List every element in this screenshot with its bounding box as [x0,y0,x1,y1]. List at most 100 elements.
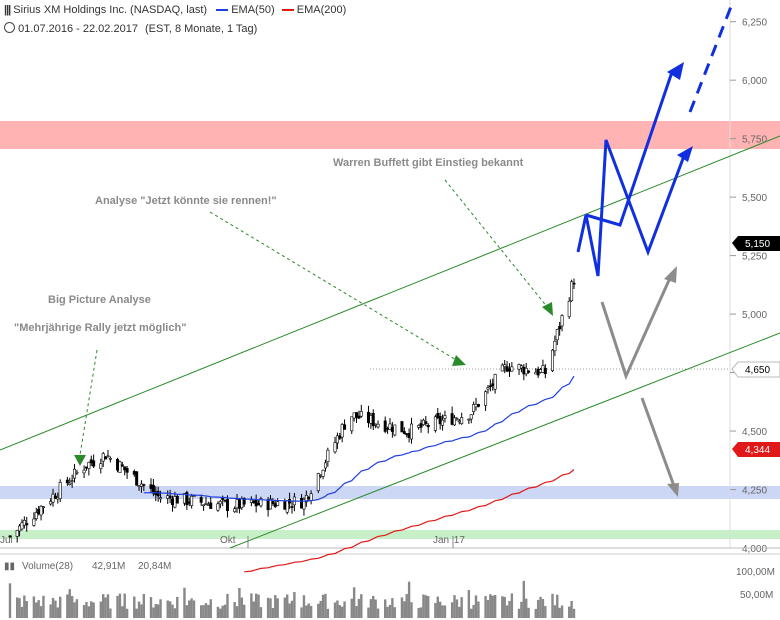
projection-path-2 [585,71,674,227]
volume-bar [369,599,373,618]
volume-bar [135,608,138,618]
volume-bar [37,600,40,618]
candle-body [216,503,220,511]
volume-bar [374,599,377,618]
candle-body [527,370,531,373]
volume-bar [458,606,461,618]
volume-tick-50m: 50,00M [740,590,773,601]
arrowhead-buffett [542,302,553,316]
volume-bar [300,607,303,618]
volume-bar [243,604,246,618]
ema200-tag: 4,344 [732,442,780,457]
candle-body [271,501,275,505]
candle-body [137,485,141,487]
last-price-text: 5,150 [745,239,770,250]
candle-body [51,493,55,503]
candle-body [70,480,74,482]
volume-bar [23,595,26,618]
candle-body [99,463,103,469]
candle-body [323,462,327,469]
candle-body [302,499,306,510]
volume-bar [505,605,509,618]
ema200-tag-text: 4,344 [745,445,770,456]
volume-bar [106,594,110,618]
volume-bar [156,604,160,618]
candle-body [316,473,320,491]
volume-bar [171,604,174,618]
candle-body [290,506,294,508]
alt-path-down [640,397,676,487]
candle-body [132,471,136,475]
volume-tick-100m: 100,00M [736,567,775,578]
volume-value-2: 20,84M [138,561,171,572]
ema200-legend-label: EMA(200) [296,4,347,16]
candle-body [484,391,488,406]
volume-bar [271,608,275,618]
volume-bar [403,601,406,618]
dotted-level-tag: 4,650 [731,361,780,378]
volume-bar [434,602,437,618]
arrowhead-analyse [452,355,466,366]
candle-body [149,484,153,489]
candle-body [209,502,213,509]
volume-bar [82,604,86,618]
y-tick-label: 5,750 [742,135,767,146]
chart-type-icon[interactable]: ||| [4,4,11,16]
volume-bar [204,603,208,618]
candle-body [53,495,57,499]
candle-body [488,385,492,388]
candle-body [120,464,124,467]
candle-body [383,420,387,432]
volume-bar [427,596,430,618]
y-tick-label: 5,500 [742,193,767,204]
volume-bar [527,607,530,618]
volume-bar [20,606,24,618]
candle-body [199,497,203,503]
candle-body [106,455,110,458]
alt-arrowhead-down [667,483,679,497]
volume-bar [257,594,260,618]
candle-body [8,535,12,538]
volume-bar [367,607,370,618]
candle-body [257,503,261,506]
candle-body [39,505,43,516]
candle-body [218,501,222,505]
candle-body [185,492,189,506]
candle-body [233,508,237,513]
volume-bar [35,602,38,618]
volume-bar [508,600,511,618]
volume-bar [25,601,28,618]
volume-bar [137,601,141,618]
candle-body [34,512,38,519]
candle-body [159,497,163,500]
volume-bar [536,599,540,618]
volume-bar [393,607,396,618]
volume-bar [99,601,103,618]
volume-bar [450,602,454,618]
candle-body [22,520,26,526]
candle-body [285,500,289,513]
volume-bar [238,588,241,618]
support-zone [0,486,780,499]
candle-body [123,466,127,471]
candle-body [507,368,511,372]
volume-bar [274,595,277,618]
volume-bar [474,595,478,618]
volume-bar [467,590,471,618]
candle-body [237,498,241,509]
volume-bar [309,605,313,618]
candle-body [524,367,528,375]
volume-bar [410,602,413,618]
candle-body [221,497,225,500]
volume-bar [254,593,258,618]
candle-body [572,282,576,285]
candle-body [235,499,239,509]
y-tick-label: 5,000 [742,310,767,321]
candle-body [436,413,440,419]
candle-body [204,503,208,505]
volume-bar [443,605,447,618]
candle-body [118,461,122,473]
candle-body [173,496,177,508]
volume-bar [250,593,253,618]
